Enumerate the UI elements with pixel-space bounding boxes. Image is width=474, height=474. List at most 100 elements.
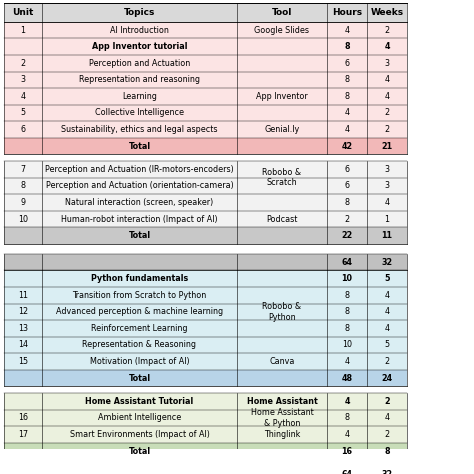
- Bar: [4, 254, 407, 270]
- Text: 8: 8: [345, 198, 349, 207]
- Text: 8: 8: [345, 92, 349, 101]
- Text: Genial.ly: Genial.ly: [264, 125, 300, 134]
- Text: 4: 4: [345, 430, 349, 439]
- Text: 12: 12: [18, 307, 28, 316]
- Text: 1: 1: [20, 26, 26, 35]
- Bar: [4, 161, 407, 178]
- Bar: [4, 270, 407, 287]
- Text: 8: 8: [345, 75, 349, 84]
- Text: 10: 10: [18, 215, 28, 224]
- Text: 64: 64: [341, 257, 353, 266]
- Text: 7: 7: [20, 165, 26, 174]
- Bar: [4, 410, 407, 426]
- Text: 2: 2: [384, 109, 390, 118]
- Text: 4: 4: [384, 75, 390, 84]
- Bar: [4, 38, 407, 55]
- Text: Unit: Unit: [12, 8, 34, 17]
- Text: 6: 6: [20, 125, 26, 134]
- Text: Human-robot interaction (Impact of AI): Human-robot interaction (Impact of AI): [61, 215, 218, 224]
- Text: Perception and Actuation: Perception and Actuation: [89, 59, 190, 68]
- Text: 24: 24: [382, 374, 392, 383]
- Text: Representation & Reasoning: Representation & Reasoning: [82, 340, 197, 349]
- Text: 15: 15: [18, 357, 28, 366]
- Text: 6: 6: [345, 59, 349, 68]
- Text: 14: 14: [18, 340, 28, 349]
- Text: 6: 6: [345, 182, 349, 191]
- Text: 1: 1: [384, 215, 390, 224]
- Text: Google Slides: Google Slides: [255, 26, 310, 35]
- Text: 4: 4: [345, 26, 349, 35]
- Bar: [4, 426, 407, 443]
- Text: 5: 5: [384, 340, 390, 349]
- Text: Total: Total: [128, 447, 151, 456]
- Text: Perception and Actuation (IR-motors-encoders): Perception and Actuation (IR-motors-enco…: [45, 165, 234, 174]
- Text: Total: Total: [128, 142, 151, 151]
- Text: 8: 8: [345, 324, 349, 333]
- Text: 8: 8: [384, 447, 390, 456]
- Text: 4: 4: [384, 324, 390, 333]
- Text: Robobo &
Python: Robobo & Python: [263, 302, 301, 321]
- Text: Home Assistant: Home Assistant: [246, 397, 318, 406]
- Text: Ambient Intelligence: Ambient Intelligence: [98, 413, 181, 422]
- Bar: [4, 287, 407, 303]
- Text: Natural interaction (screen, speaker): Natural interaction (screen, speaker): [65, 198, 214, 207]
- Text: 13: 13: [18, 324, 28, 333]
- Bar: [4, 320, 407, 337]
- Text: 2: 2: [345, 215, 349, 224]
- Text: 5: 5: [384, 274, 390, 283]
- Bar: [4, 303, 407, 320]
- Text: Podcast: Podcast: [266, 215, 298, 224]
- Text: 17: 17: [18, 430, 28, 439]
- Text: 4: 4: [384, 42, 390, 51]
- Text: Motivation (Impact of AI): Motivation (Impact of AI): [90, 357, 189, 366]
- Bar: [4, 443, 407, 459]
- Text: 4: 4: [20, 92, 26, 101]
- Text: Reinforcement Learning: Reinforcement Learning: [91, 324, 188, 333]
- Text: 3: 3: [20, 75, 26, 84]
- Text: 2: 2: [384, 26, 390, 35]
- Text: Python fundamentals: Python fundamentals: [91, 274, 188, 283]
- Text: 2: 2: [384, 125, 390, 134]
- Text: 4: 4: [344, 397, 350, 406]
- Text: 4: 4: [384, 92, 390, 101]
- Text: Total: Total: [128, 374, 151, 383]
- Bar: [4, 138, 407, 155]
- Text: AI Introduction: AI Introduction: [110, 26, 169, 35]
- Bar: [4, 121, 407, 138]
- Text: 64: 64: [341, 470, 353, 474]
- Text: 11: 11: [18, 291, 28, 300]
- Text: Sustainability, ethics and legal aspects: Sustainability, ethics and legal aspects: [61, 125, 218, 134]
- Bar: [4, 3, 407, 22]
- Text: 42: 42: [341, 142, 353, 151]
- Text: 10: 10: [342, 340, 352, 349]
- Text: 2: 2: [20, 59, 26, 68]
- Text: 48: 48: [341, 374, 353, 383]
- Text: Smart Environments (Impact of AI): Smart Environments (Impact of AI): [70, 430, 210, 439]
- Text: Weeks: Weeks: [371, 8, 403, 17]
- Text: App Inventor: App Inventor: [256, 92, 308, 101]
- Text: 2: 2: [384, 430, 390, 439]
- Bar: [4, 353, 407, 370]
- Text: 4: 4: [384, 291, 390, 300]
- Text: 4: 4: [384, 307, 390, 316]
- Text: 32: 32: [382, 470, 392, 474]
- Text: Advanced perception & machine learning: Advanced perception & machine learning: [56, 307, 223, 316]
- Text: 2: 2: [384, 397, 390, 406]
- Text: 4: 4: [345, 125, 349, 134]
- Bar: [4, 393, 407, 410]
- Bar: [4, 466, 407, 474]
- Text: 6: 6: [345, 165, 349, 174]
- Bar: [4, 337, 407, 353]
- Bar: [4, 88, 407, 105]
- Text: 8: 8: [345, 413, 349, 422]
- Text: 3: 3: [384, 165, 390, 174]
- Text: 8: 8: [20, 182, 26, 191]
- Text: 3: 3: [384, 59, 390, 68]
- Text: Robobo &
Scratch: Robobo & Scratch: [263, 168, 301, 187]
- Bar: [4, 194, 407, 211]
- Text: 2: 2: [384, 357, 390, 366]
- Bar: [4, 55, 407, 72]
- Bar: [4, 105, 407, 121]
- Text: 3: 3: [384, 182, 390, 191]
- Text: Perception and Actuation (orientation-camera): Perception and Actuation (orientation-ca…: [46, 182, 233, 191]
